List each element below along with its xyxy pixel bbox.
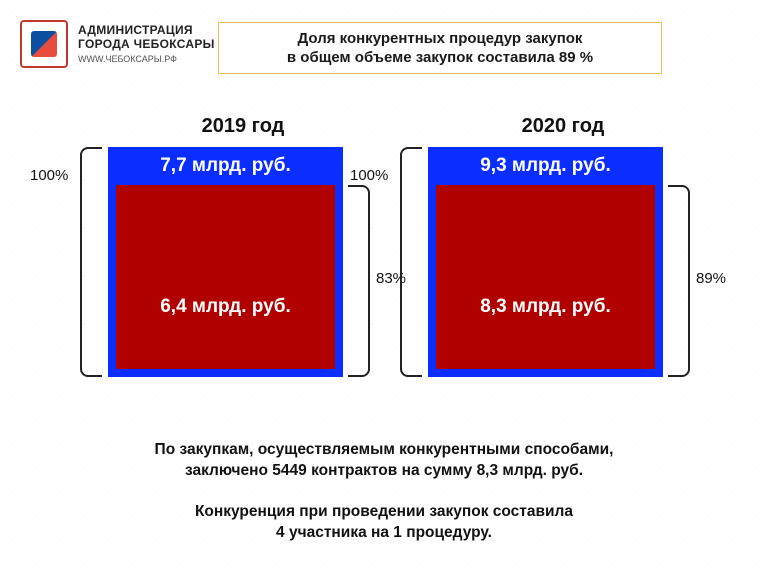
title-line-2: в общем объеме закупок составила 89 % [287,48,593,68]
inner-box-2019: 6,4 млрд. руб. [116,185,335,369]
inner-value-2020: 8,3 млрд. руб. [480,296,611,318]
header: АДМИНИСТРАЦИЯ ГОРОДА ЧЕБОКСАРЫ WWW.ЧЕБОК… [20,20,215,68]
brace-full-2020 [400,147,422,377]
header-text: АДМИНИСТРАЦИЯ ГОРОДА ЧЕБОКСАРЫ WWW.ЧЕБОК… [78,24,215,64]
total-pct-2020: 100% [350,167,388,184]
city-emblem-icon [20,20,68,68]
footer-p2-line2: 4 участника на 1 процедуру. [276,524,492,541]
header-url: WWW.ЧЕБОКСАРЫ.РФ [78,54,215,64]
title-line-1: Доля конкурентных процедур закупок [298,29,583,49]
outer-box-2020: 9,3 млрд. руб. 8,3 млрд. руб. [428,147,663,377]
total-value-2020: 9,3 млрд. руб. [428,155,663,177]
footer-paragraph-2: Конкуренция при проведении закупок соста… [0,502,768,544]
title-box: Доля конкурентных процедур закупок в общ… [218,22,662,74]
footer-paragraph-1: По закупкам, осуществляемым конкурентным… [0,440,768,482]
inner-box-2020: 8,3 млрд. руб. [436,185,655,369]
chart-area: 2019 год 100% 7,7 млрд. руб. 6,4 млрд. р… [0,115,768,425]
brace-inner-2019 [348,185,370,377]
outer-box-2019: 7,7 млрд. руб. 6,4 млрд. руб. [108,147,343,377]
header-line-1: АДМИНИСТРАЦИЯ [78,24,215,38]
year-label-2020: 2020 год [428,115,698,138]
total-pct-2019: 100% [30,167,68,184]
footer-p1-line2: заключено 5449 контрактов на сумму 8,3 м… [185,462,583,479]
brace-full-2019 [80,147,102,377]
brace-inner-2020 [668,185,690,377]
inner-value-2019: 6,4 млрд. руб. [160,296,291,318]
inner-pct-2020: 89% [696,270,726,287]
header-line-2: ГОРОДА ЧЕБОКСАРЫ [78,38,215,52]
year-label-2019: 2019 год [108,115,378,138]
footer-p1-line1: По закупкам, осуществляемым конкурентным… [155,441,614,458]
footer-p2-line1: Конкуренция при проведении закупок соста… [195,503,573,520]
total-value-2019: 7,7 млрд. руб. [108,155,343,177]
